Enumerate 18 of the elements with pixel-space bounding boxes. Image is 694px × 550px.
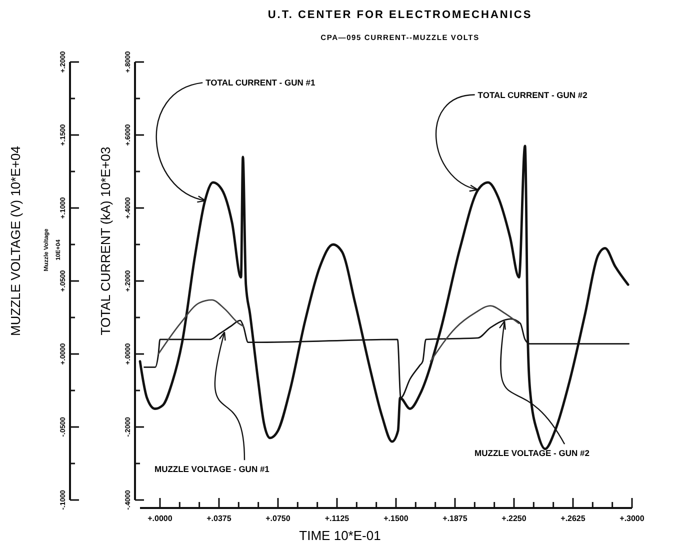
y-axis-title: TOTAL CURRENT (kA) 10*E+03	[98, 146, 113, 336]
x-axis-title: TIME 10*E-01	[299, 528, 381, 543]
x-tick-label: +.1875	[442, 514, 468, 523]
x-tick-label: +.0000	[148, 514, 173, 523]
x-tick-label: +.3000	[620, 514, 645, 523]
x-tick-label: +.1500	[384, 514, 409, 523]
x-tick-label: +.2625	[560, 514, 586, 523]
line-series	[138, 144, 630, 450]
x-tick-label: +.2250	[502, 514, 527, 523]
chart-title: U.T. CENTER FOR ELECTROMECHANICS	[268, 9, 532, 21]
y2-axis-title: MUZZLE VOLTAGE (V) 10*E+04	[8, 146, 23, 336]
annotation: TOTAL CURRENT - GUN #2	[478, 90, 588, 100]
annotation: MUZZLE VOLTAGE - GUN #2	[474, 448, 590, 458]
annotation: MUZZLE VOLTAGE - GUN #1	[154, 464, 270, 474]
x-tick-label: +.0375	[206, 514, 232, 523]
annotation: TOTAL CURRENT - GUN #1	[206, 78, 316, 88]
x-tick-label: +.0750	[266, 514, 291, 523]
x-tick-label: +.1125	[324, 514, 350, 523]
